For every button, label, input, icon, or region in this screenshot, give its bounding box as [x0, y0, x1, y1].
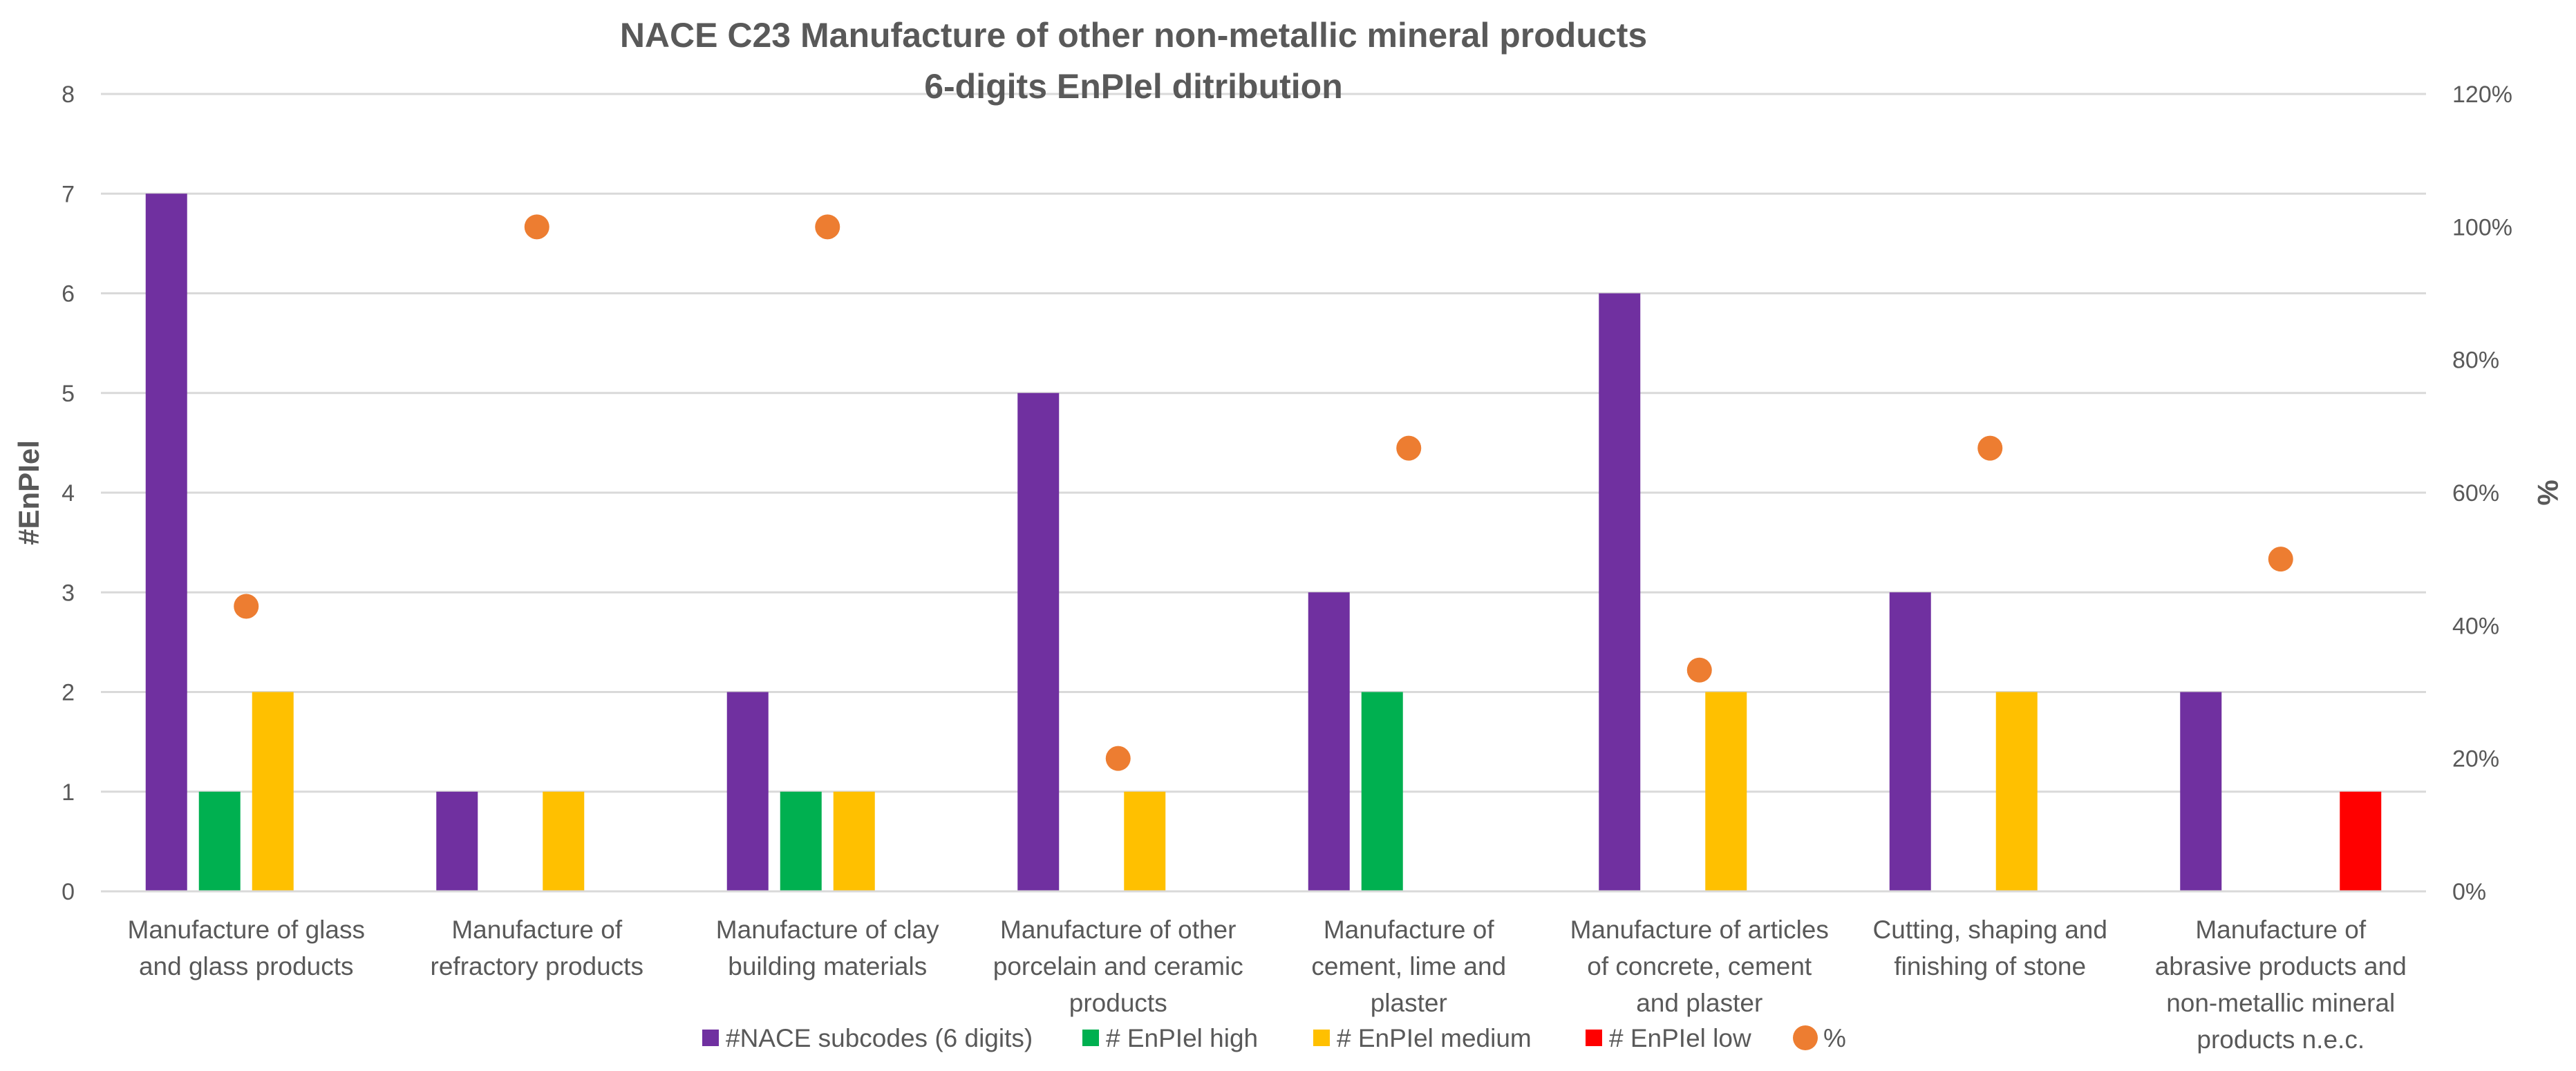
legend-label: #NACE subcodes (6 digits) [726, 1024, 1033, 1052]
chart-title: NACE C23 Manufacture of other non-metall… [620, 16, 1647, 55]
bar [1017, 392, 1060, 891]
point [2268, 547, 2293, 572]
legend-swatch [1313, 1030, 1330, 1046]
legend-label: # EnPIel medium [1337, 1024, 1532, 1052]
y2-tick-label: 40% [2452, 613, 2499, 639]
y2-axis-title: % [2532, 480, 2564, 505]
x-tick-label: Cutting, shaping and [1873, 916, 2107, 944]
y2-tick-label: 100% [2452, 214, 2512, 240]
bar [252, 692, 294, 891]
legend-label: # EnPIel high [1106, 1024, 1258, 1052]
bar [1599, 293, 1641, 891]
y-tick-label: 0 [62, 879, 75, 905]
point [1977, 435, 2003, 461]
y-axis-title: #EnPIel [12, 440, 45, 545]
legend-marker [1793, 1025, 1818, 1050]
legend-label: % [1823, 1024, 1846, 1052]
bar [1308, 592, 1350, 891]
x-tick-label: and plaster [1636, 989, 1762, 1017]
legend-swatch [1082, 1030, 1099, 1046]
bar [833, 791, 875, 891]
bar [1995, 692, 2038, 891]
legend-swatch [702, 1030, 719, 1046]
x-tick-label: Manufacture of articles [1570, 916, 1829, 944]
x-tick-label: products [1069, 989, 1167, 1017]
x-tick-label: building materials [728, 952, 927, 980]
y-tick-label: 8 [62, 82, 75, 108]
x-tick-label: cement, lime and [1311, 952, 1506, 980]
y-tick-label: 4 [62, 480, 75, 506]
y-tick-label: 6 [62, 281, 75, 307]
x-tick-label: Manufacture of glass [128, 916, 365, 944]
legend-swatch [1586, 1030, 1602, 1046]
bar [1705, 692, 1747, 891]
bar [1889, 592, 1931, 891]
y2-tick-label: 0% [2452, 879, 2486, 905]
y-tick-label: 2 [62, 680, 75, 706]
point [1686, 657, 1712, 683]
y-tick-label: 1 [62, 779, 75, 806]
x-tick-label: Manufacture of [1324, 916, 1495, 944]
bar [1124, 791, 1166, 891]
bar [436, 791, 478, 891]
y2-tick-label: 20% [2452, 746, 2499, 773]
point [1396, 435, 1422, 461]
x-tick-label: Manufacture of other [1000, 916, 1236, 944]
legend-label: # EnPIel low [1609, 1024, 1751, 1052]
point [234, 594, 259, 619]
bar [145, 193, 187, 891]
x-tick-label: Manufacture of [451, 916, 623, 944]
y2-tick-label: 60% [2452, 480, 2499, 506]
chart-subtitle: 6-digits EnPIel ditribution [924, 67, 1343, 106]
x-tick-label: products n.e.c. [2197, 1025, 2365, 1054]
x-tick-label: non-metallic mineral [2166, 989, 2395, 1017]
y-tick-label: 7 [62, 181, 75, 207]
x-tick-label: and glass products [139, 952, 354, 980]
y-tick-label: 3 [62, 580, 75, 606]
point [1105, 746, 1131, 771]
x-tick-label: porcelain and ceramic [993, 952, 1243, 980]
point [815, 214, 840, 240]
bar [198, 791, 241, 891]
x-tick-label: plaster [1371, 989, 1447, 1017]
y2-tick-label: 80% [2452, 348, 2499, 374]
bar [2180, 692, 2222, 891]
x-tick-label: finishing of stone [1894, 952, 2086, 980]
bar [726, 692, 769, 891]
x-tick-label: Manufacture of clay [716, 916, 939, 944]
x-tick-label: of concrete, cement [1587, 952, 1812, 980]
bar [780, 791, 822, 891]
point [524, 214, 549, 240]
bar [2340, 791, 2382, 891]
bar [1361, 692, 1403, 891]
y-tick-label: 5 [62, 381, 75, 407]
y2-tick-label: 120% [2452, 82, 2512, 108]
x-tick-label: Manufacture of [2195, 916, 2367, 944]
bar [543, 791, 585, 891]
x-tick-label: abrasive products and [2155, 952, 2407, 980]
x-tick-label: refractory products [431, 952, 643, 980]
